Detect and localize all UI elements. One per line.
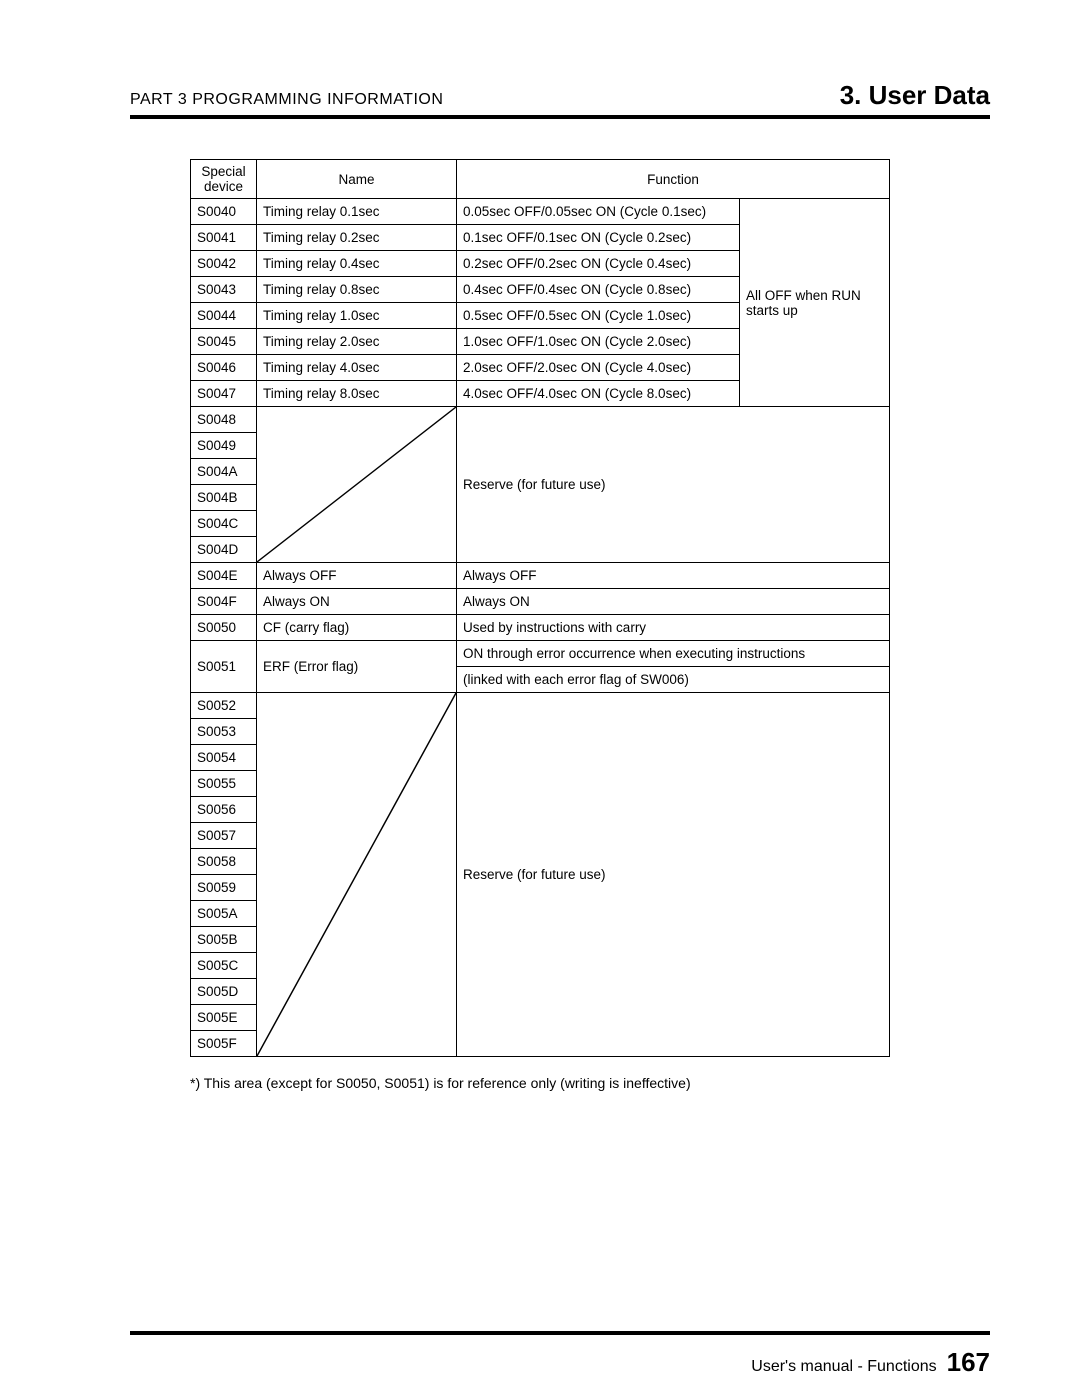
function-cell: 0.1sec OFF/0.1sec ON (Cycle 0.2sec) xyxy=(457,225,740,251)
function-cell: 0.2sec OFF/0.2sec ON (Cycle 0.4sec) xyxy=(457,251,740,277)
function-cell: Always OFF xyxy=(457,563,890,589)
function-cell: ON through error occurrence when executi… xyxy=(457,641,890,667)
device-cell: S0056 xyxy=(191,797,257,823)
device-cell: S0052 xyxy=(191,693,257,719)
device-cell: S0053 xyxy=(191,719,257,745)
section-title: 3. User Data xyxy=(840,80,990,111)
device-cell: S0044 xyxy=(191,303,257,329)
function-cell: 2.0sec OFF/2.0sec ON (Cycle 4.0sec) xyxy=(457,355,740,381)
device-cell: S004E xyxy=(191,563,257,589)
page-number: 167 xyxy=(947,1347,990,1378)
name-cell: CF (carry flag) xyxy=(257,615,457,641)
name-cell: Timing relay 4.0sec xyxy=(257,355,457,381)
function-cell: 0.05sec OFF/0.05sec ON (Cycle 0.1sec) xyxy=(457,199,740,225)
table-row: S0052Reserve (for future use) xyxy=(191,693,890,719)
timing-note: All OFF when RUN starts up xyxy=(740,199,890,407)
device-cell: S0055 xyxy=(191,771,257,797)
reserve2-name-diag xyxy=(257,693,457,1057)
name-cell: ERF (Error flag) xyxy=(257,641,457,693)
name-cell: Timing relay 2.0sec xyxy=(257,329,457,355)
function-cell: 4.0sec OFF/4.0sec ON (Cycle 8.0sec) xyxy=(457,381,740,407)
footnote: *) This area (except for S0050, S0051) i… xyxy=(190,1075,990,1091)
name-cell: Timing relay 8.0sec xyxy=(257,381,457,407)
footer-rule xyxy=(130,1331,990,1335)
function-cell: Used by instructions with carry xyxy=(457,615,890,641)
special-device-table: Special device Name Function S0040Timing… xyxy=(190,159,890,1057)
device-cell: S0050 xyxy=(191,615,257,641)
device-cell: S005E xyxy=(191,1005,257,1031)
device-cell: S004A xyxy=(191,459,257,485)
name-cell: Timing relay 0.8sec xyxy=(257,277,457,303)
function-cell: (linked with each error flag of SW006) xyxy=(457,667,890,693)
device-cell: S0054 xyxy=(191,745,257,771)
function-cell: 1.0sec OFF/1.0sec ON (Cycle 2.0sec) xyxy=(457,329,740,355)
name-cell: Timing relay 0.2sec xyxy=(257,225,457,251)
device-cell: S0048 xyxy=(191,407,257,433)
function-cell: 0.5sec OFF/0.5sec ON (Cycle 1.0sec) xyxy=(457,303,740,329)
device-cell: S005C xyxy=(191,953,257,979)
device-cell: S004F xyxy=(191,589,257,615)
name-cell: Timing relay 1.0sec xyxy=(257,303,457,329)
device-cell: S0043 xyxy=(191,277,257,303)
function-cell: 0.4sec OFF/0.4sec ON (Cycle 0.8sec) xyxy=(457,277,740,303)
col-name: Name xyxy=(257,160,457,199)
reserve1-func: Reserve (for future use) xyxy=(457,407,890,563)
device-cell: S005F xyxy=(191,1031,257,1057)
table-row: S0048Reserve (for future use) xyxy=(191,407,890,433)
device-cell: S0051 xyxy=(191,641,257,693)
device-cell: S0045 xyxy=(191,329,257,355)
device-cell: S0057 xyxy=(191,823,257,849)
footer-text: User's manual - Functions xyxy=(751,1358,936,1376)
table-row: S004EAlways OFFAlways OFF xyxy=(191,563,890,589)
device-cell: S004D xyxy=(191,537,257,563)
name-cell: Always OFF xyxy=(257,563,457,589)
reserve1-name-diag xyxy=(257,407,457,563)
device-cell: S0047 xyxy=(191,381,257,407)
name-cell: Timing relay 0.4sec xyxy=(257,251,457,277)
device-cell: S005D xyxy=(191,979,257,1005)
col-function: Function xyxy=(457,160,890,199)
device-cell: S0049 xyxy=(191,433,257,459)
col-device: Special device xyxy=(191,160,257,199)
device-cell: S0059 xyxy=(191,875,257,901)
table-row: S0040Timing relay 0.1sec0.05sec OFF/0.05… xyxy=(191,199,890,225)
device-cell: S0040 xyxy=(191,199,257,225)
table-row: S0050CF (carry flag)Used by instructions… xyxy=(191,615,890,641)
device-cell: S004C xyxy=(191,511,257,537)
header-rule xyxy=(130,115,990,119)
device-cell: S005A xyxy=(191,901,257,927)
part-title: PART 3 PROGRAMMING INFORMATION xyxy=(130,91,443,109)
device-cell: S0041 xyxy=(191,225,257,251)
device-cell: S0058 xyxy=(191,849,257,875)
device-cell: S004B xyxy=(191,485,257,511)
name-cell: Always ON xyxy=(257,589,457,615)
device-cell: S0042 xyxy=(191,251,257,277)
device-cell: S005B xyxy=(191,927,257,953)
reserve2-func: Reserve (for future use) xyxy=(457,693,890,1057)
table-row: S004FAlways ONAlways ON xyxy=(191,589,890,615)
table-row: S0051ERF (Error flag)ON through error oc… xyxy=(191,641,890,667)
name-cell: Timing relay 0.1sec xyxy=(257,199,457,225)
function-cell: Always ON xyxy=(457,589,890,615)
device-cell: S0046 xyxy=(191,355,257,381)
